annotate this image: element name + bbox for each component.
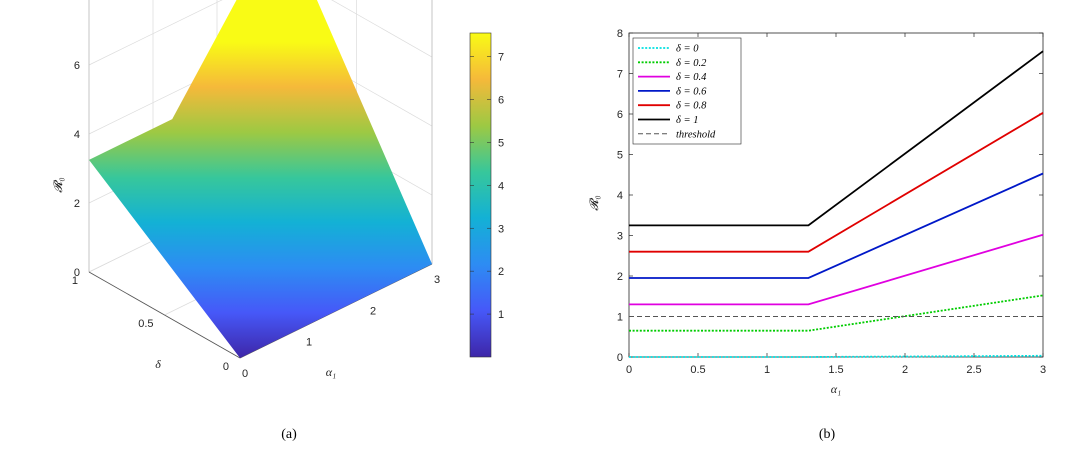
line-plot-series <box>629 50 1044 358</box>
legend-label: δ = 0.4 <box>676 72 707 83</box>
y-tick-label: 8 <box>617 28 623 40</box>
colorbar-tick-label: 4 <box>498 180 504 192</box>
y-tick-label: 1 <box>72 275 78 287</box>
line-plot-panel: 0 0.5 1 1.5 2 2.5 3 0 1 2 3 4 5 6 7 8 𝓡₀ α₁ δ = 0 δ = 0.… <box>587 28 1046 442</box>
colorbar-tick-label: 7 <box>498 52 504 64</box>
x-tick-label: 0 <box>626 364 632 376</box>
colorbar-tick-label: 3 <box>498 223 504 235</box>
series-line <box>629 172 1044 279</box>
colorbar-tick-label: 6 <box>498 95 504 107</box>
colorbar-tick-label: 2 <box>498 266 504 278</box>
legend: δ = 0 δ = 0.2 δ = 0.4 δ = 0.6 δ = 0.8 δ = 1 th… <box>638 44 716 140</box>
series-line <box>629 112 1044 253</box>
colorbar-ticks: 1 2 3 4 5 6 7 <box>470 52 504 321</box>
y-tick-label: 1 <box>617 312 623 324</box>
caption-a: (a) <box>281 427 297 442</box>
surface-z-axis-label: 𝓡₀ <box>51 177 65 192</box>
colorbar-tick-label: 1 <box>498 309 504 321</box>
legend-label: δ = 0 <box>676 44 699 55</box>
line-plot-x-axis-label: α₁ <box>831 382 841 396</box>
surface-y-axis-label: δ <box>155 357 161 371</box>
colorbar <box>469 32 492 358</box>
x-tick-label: 3 <box>434 274 440 286</box>
r0-surface <box>89 0 432 358</box>
legend-label: δ = 1 <box>676 115 698 126</box>
legend-label: δ = 0.2 <box>676 58 707 69</box>
x-tick-label: 2 <box>370 305 376 317</box>
legend-label: threshold <box>676 129 716 140</box>
z-tick-label: 2 <box>74 198 80 210</box>
x-tick-label: 2.5 <box>966 364 981 376</box>
y-tick-label: 0 <box>617 352 623 364</box>
x-tick-label: 1 <box>306 337 312 349</box>
surface-x-axis-label: α₁ <box>326 365 336 379</box>
x-tick-label: 0 <box>242 368 248 380</box>
y-tick-label: 7 <box>617 69 623 81</box>
line-plot-ticks: 0 0.5 1 1.5 2 2.5 3 0 1 2 3 4 5 6 7 8 <box>617 28 1046 376</box>
series-line <box>629 50 1044 227</box>
axis-edge <box>88 271 241 359</box>
y-tick-label: 0.5 <box>138 318 153 330</box>
grid-line <box>88 0 223 66</box>
legend-label: δ = 0.8 <box>676 101 707 112</box>
z-tick-label: 0 <box>74 267 80 279</box>
series-line <box>629 233 1044 306</box>
line-plot-y-axis-label: 𝓡₀ <box>587 195 601 210</box>
y-tick-label: 3 <box>617 231 623 243</box>
x-tick-label: 3 <box>1040 364 1046 376</box>
z-tick-label: 8 <box>74 0 80 3</box>
colorbar-tick-label: 5 <box>498 137 504 149</box>
z-tick-label: 4 <box>74 129 80 141</box>
caption-b: (b) <box>819 427 836 442</box>
x-tick-label: 1 <box>764 364 770 376</box>
series-line <box>629 354 1044 358</box>
z-tick-label: 6 <box>74 60 80 72</box>
y-tick-label: 5 <box>617 150 623 162</box>
legend-label: δ = 0.6 <box>676 86 707 97</box>
x-tick-label: 2 <box>902 364 908 376</box>
y-tick-label: 6 <box>617 109 623 121</box>
y-tick-label: 4 <box>617 190 623 202</box>
x-tick-label: 1.5 <box>828 364 843 376</box>
y-tick-label: 0 <box>223 361 229 373</box>
y-tick-label: 2 <box>617 271 623 283</box>
x-tick-label: 0.5 <box>690 364 705 376</box>
